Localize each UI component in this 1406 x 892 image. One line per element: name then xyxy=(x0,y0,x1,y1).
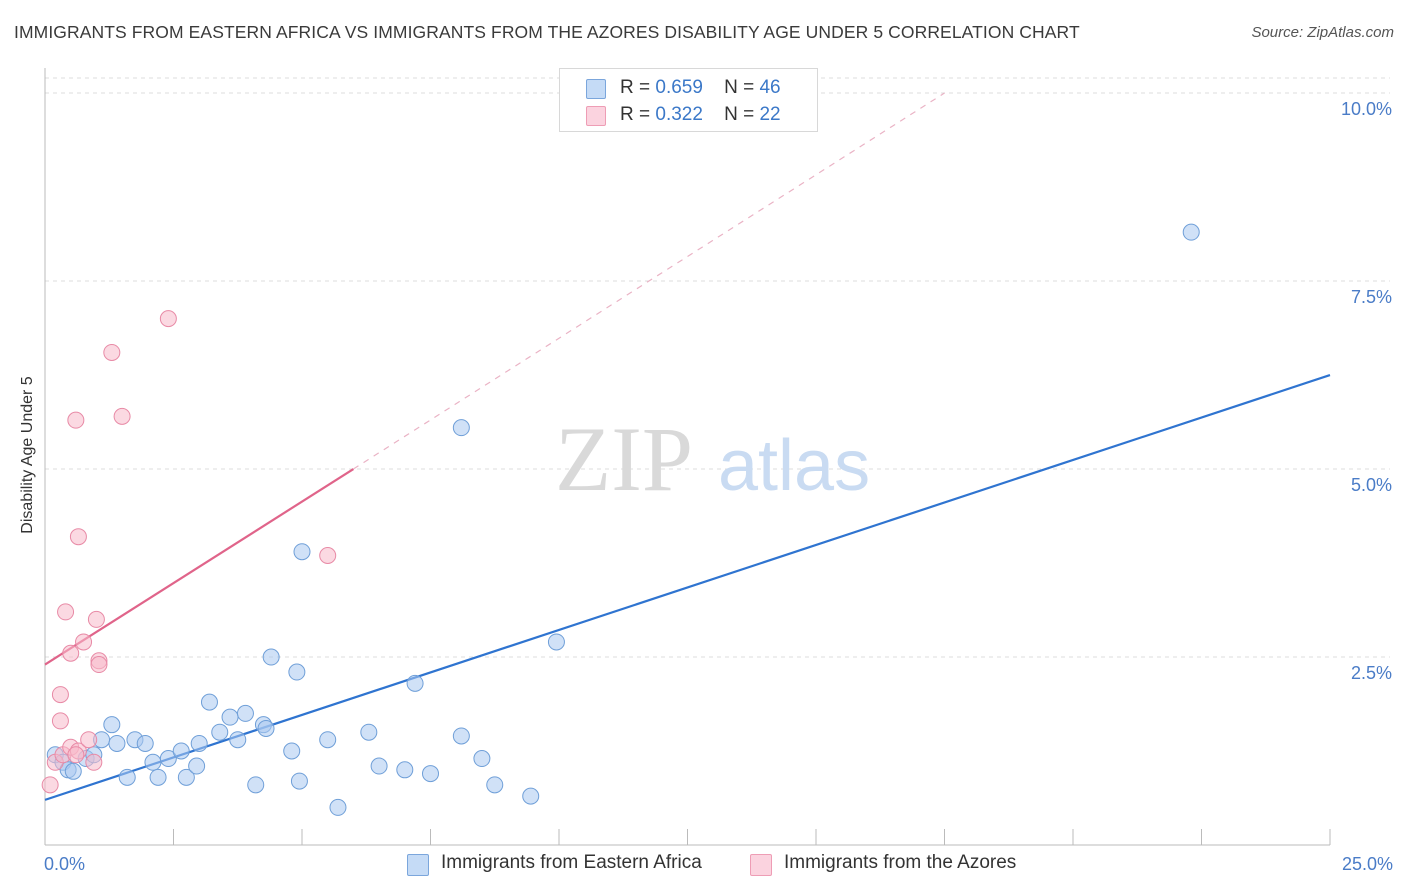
x-tick-label: 25.0% xyxy=(1342,854,1393,874)
data-point-eastern-africa xyxy=(283,742,301,760)
data-point-eastern-africa xyxy=(64,762,82,780)
legend-swatch-pink xyxy=(586,106,606,126)
data-point-azores xyxy=(90,656,108,674)
data-point-eastern-africa xyxy=(118,768,136,786)
data-point-eastern-africa xyxy=(319,731,337,749)
data-point-eastern-africa xyxy=(229,731,247,749)
data-point-eastern-africa xyxy=(159,750,177,768)
data-point-azores xyxy=(67,746,85,764)
data-point-eastern-africa xyxy=(211,723,229,741)
data-point-eastern-africa xyxy=(293,543,311,561)
watermark: ZIP atlas xyxy=(555,408,870,510)
data-point-azores xyxy=(159,310,177,328)
y-tick-label: 10.0% xyxy=(1341,99,1392,119)
legend-r-value: 0.659 xyxy=(655,77,703,98)
data-point-azores xyxy=(57,603,75,621)
chart-title: IMMIGRANTS FROM EASTERN AFRICA VS IMMIGR… xyxy=(14,22,1080,42)
data-point-azores xyxy=(113,407,131,425)
data-point-azores xyxy=(62,644,80,662)
x-tick-label: 0.0% xyxy=(44,854,85,874)
data-point-eastern-africa xyxy=(422,765,439,783)
data-point-eastern-africa xyxy=(452,727,470,745)
legend-swatch-blue xyxy=(586,79,606,99)
y-tick-label: 2.5% xyxy=(1351,663,1392,683)
data-point-eastern-africa xyxy=(360,723,378,741)
data-point-eastern-africa xyxy=(221,708,239,726)
data-point-eastern-africa xyxy=(396,761,414,779)
gridlines xyxy=(45,77,1390,658)
data-point-eastern-africa xyxy=(406,674,424,692)
data-point-azores xyxy=(103,343,121,361)
y-tick-label: 5.0% xyxy=(1351,475,1392,495)
data-point-eastern-africa xyxy=(262,648,280,666)
data-point-azores xyxy=(319,546,337,564)
data-point-eastern-africa xyxy=(236,704,254,722)
data-point-eastern-africa xyxy=(486,776,504,794)
data-point-eastern-africa xyxy=(370,757,388,775)
axes xyxy=(44,68,1331,846)
bottom-legend-swatch-blue xyxy=(407,854,429,876)
data-point-azores xyxy=(87,610,105,628)
watermark-zip: ZIP xyxy=(555,408,693,510)
correlation-legend: R = 0.659 N = 46 R = 0.322 N = 22 xyxy=(559,68,818,132)
data-point-eastern-africa xyxy=(1182,223,1200,241)
watermark-atlas: atlas xyxy=(718,426,870,506)
legend-n-label: N = xyxy=(724,104,755,125)
data-point-eastern-africa xyxy=(257,719,275,737)
data-point-azores xyxy=(41,776,59,794)
bottom-legend-label: Immigrants from the Azores xyxy=(784,852,1017,873)
data-point-azores xyxy=(69,528,87,546)
data-point-eastern-africa xyxy=(190,734,208,752)
data-point-eastern-africa xyxy=(452,419,470,437)
data-point-azores xyxy=(67,411,85,429)
data-point-azores xyxy=(75,633,93,651)
legend-n-label: N = xyxy=(724,77,755,98)
data-point-eastern-africa xyxy=(136,734,154,752)
data-point-eastern-africa xyxy=(172,742,190,760)
data-point-eastern-africa xyxy=(144,753,162,771)
data-point-eastern-africa xyxy=(177,768,195,786)
legend-n-value: 46 xyxy=(759,77,781,98)
data-point-eastern-africa xyxy=(149,768,167,786)
data-point-azores xyxy=(51,686,69,704)
y-tick-label: 7.5% xyxy=(1351,287,1392,307)
legend-r-label: R = xyxy=(620,104,651,125)
trend-line-extension xyxy=(353,92,945,470)
trend-line-azores xyxy=(44,468,354,666)
data-point-eastern-africa xyxy=(247,776,265,794)
data-point-eastern-africa xyxy=(188,757,206,775)
tick-labels: 2.5% 5.0% 7.5% 10.0% 0.0% 25.0% xyxy=(44,99,1393,874)
bottom-legend-swatch-pink xyxy=(750,854,772,876)
data-point-eastern-africa xyxy=(290,772,308,790)
data-point-eastern-africa xyxy=(288,663,306,681)
data-point-eastern-africa xyxy=(103,716,121,734)
data-point-eastern-africa xyxy=(200,693,218,711)
data-point-eastern-africa xyxy=(547,633,565,651)
data-point-eastern-africa xyxy=(473,750,491,768)
legend-n-value: 22 xyxy=(759,104,781,125)
data-point-azores xyxy=(85,753,103,771)
data-points xyxy=(41,223,1200,816)
legend-r-value: 0.322 xyxy=(655,104,703,125)
data-point-azores xyxy=(80,731,98,749)
legend-r-label: R = xyxy=(620,77,651,98)
data-point-eastern-africa xyxy=(329,798,347,816)
bottom-legend-label: Immigrants from Eastern Africa xyxy=(441,852,702,873)
data-point-eastern-africa xyxy=(108,734,126,752)
source-label: Source: ZipAtlas.com xyxy=(1251,24,1394,41)
data-point-eastern-africa xyxy=(522,787,540,805)
data-point-azores xyxy=(51,712,69,730)
